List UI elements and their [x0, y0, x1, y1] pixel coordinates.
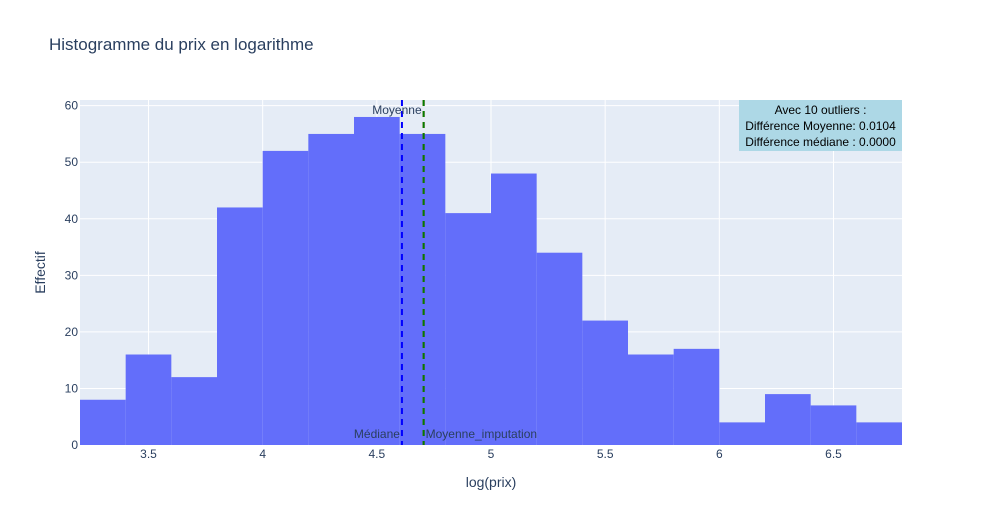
y-tick-label: 40 — [65, 212, 79, 226]
y-tick-label: 0 — [71, 438, 78, 452]
histogram-bar-6 — [354, 116, 400, 445]
vline-label-2: Moyenne_imputation — [426, 427, 537, 441]
y-tick-label: 50 — [65, 155, 79, 169]
vline-label-0: Médiane — [354, 427, 400, 441]
y-tick-label: 20 — [65, 325, 79, 339]
y-tick-label: 60 — [65, 99, 79, 113]
x-tick-label: 4 — [259, 447, 266, 461]
histogram-bar-2 — [171, 377, 217, 445]
x-tick-label: 5 — [488, 447, 495, 461]
x-tick-label: 6.5 — [825, 447, 842, 461]
y-axis-title: Effectif — [32, 251, 48, 294]
histogram-bar-5 — [308, 133, 354, 445]
histogram-bar-16 — [810, 405, 857, 445]
annotation-line-1: Différence Moyenne: 0.0104 — [745, 119, 896, 133]
y-tick-label: 30 — [65, 268, 79, 282]
x-tick-label: 6 — [716, 447, 723, 461]
histogram-bar-0 — [80, 399, 126, 445]
x-tick-label: 4.5 — [368, 447, 385, 461]
y-axis-ticks: 0 10 20 30 40 50 60 — [65, 99, 79, 452]
histogram-bar-13 — [673, 348, 720, 445]
x-axis-ticks: 3.5 4 4.5 5 5.5 6 6.5 — [140, 447, 842, 461]
histogram-bar-8 — [445, 213, 491, 445]
histogram-bar-1 — [125, 354, 172, 445]
y-tick-label: 10 — [65, 381, 79, 395]
annotation-background — [739, 100, 902, 151]
histogram-bar-9 — [491, 173, 537, 445]
histogram-bar-14 — [719, 422, 765, 445]
reference-lines: Médiane Moyenne Moyenne_imputation — [354, 100, 537, 445]
histogram-bar-10 — [536, 252, 583, 445]
histogram-bar-7 — [399, 133, 446, 445]
bars — [80, 116, 902, 445]
x-tick-label: 3.5 — [140, 447, 157, 461]
annotation-box: Avec 10 outliers : Différence Moyenne: 0.… — [739, 100, 902, 151]
x-tick-label: 5.5 — [597, 447, 614, 461]
annotation-line-2: Différence médiane : 0.0000 — [745, 135, 896, 149]
x-axis-title: log(prix) — [466, 474, 517, 490]
histogram-bar-12 — [628, 354, 674, 445]
chart-title: Histogramme du prix en logarithme — [49, 35, 314, 54]
histogram-bar-17 — [856, 422, 902, 445]
histogram-bar-15 — [765, 394, 811, 445]
histogram-bar-11 — [582, 320, 628, 445]
histogram-bar-4 — [262, 150, 309, 445]
annotation-line-0: Avec 10 outliers : — [775, 103, 867, 117]
vline-label-1: Moyenne — [372, 103, 422, 117]
histogram-bar-3 — [217, 207, 263, 445]
